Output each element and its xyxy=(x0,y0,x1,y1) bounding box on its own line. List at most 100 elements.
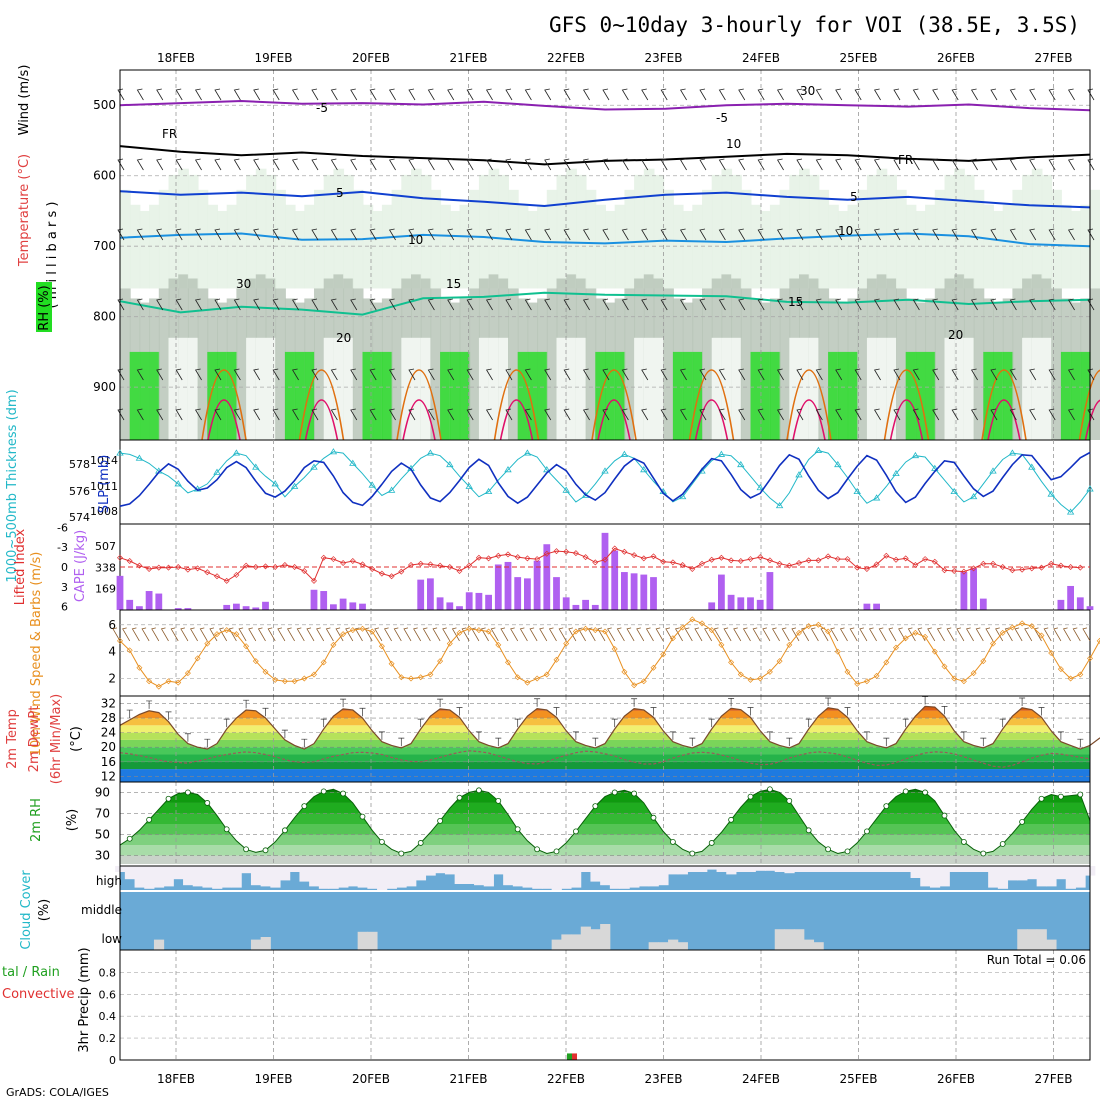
lifted-point xyxy=(1067,564,1074,570)
wind-speed-point xyxy=(243,643,250,650)
wind10m-axis-label: 10m Wind Speed & Barbs (m/s) xyxy=(29,552,44,757)
lifted-point xyxy=(165,564,172,571)
wind-barb xyxy=(408,298,416,311)
thickness-point xyxy=(911,451,920,459)
temp-band xyxy=(120,725,1090,733)
series-line-rh xyxy=(119,788,1091,855)
cloud-high-bar xyxy=(745,866,756,872)
surface-wind-barb xyxy=(558,627,567,642)
surface-wind-barb xyxy=(461,627,470,642)
wind-barb xyxy=(757,408,765,421)
cloud-high-bar xyxy=(144,866,155,889)
wind-speed-point xyxy=(669,635,676,642)
lifted-tick-label: 6 xyxy=(61,601,68,614)
lifted-point xyxy=(960,568,967,575)
lifted-point xyxy=(650,553,657,560)
wind-barb xyxy=(582,368,590,381)
temp-minmax-bar xyxy=(320,718,327,728)
wind-barb xyxy=(602,158,610,171)
cloud-low-bar xyxy=(571,934,582,950)
thickness-tick-label: 576 xyxy=(69,485,90,498)
wind-barb xyxy=(447,228,455,241)
wind-barb xyxy=(796,158,804,171)
thickness-tick-label: 578 xyxy=(69,458,90,471)
wind-barb xyxy=(505,368,513,381)
lifted-point xyxy=(495,552,502,559)
rh-shade-cell xyxy=(1041,337,1053,440)
cloud-high-bar xyxy=(881,866,892,872)
wind-barb xyxy=(854,228,862,241)
wind-barb xyxy=(893,228,901,241)
pressure-axis-label: ( m i l l i b a r s ) xyxy=(45,202,60,309)
rh-point xyxy=(650,814,657,821)
surface-wind-barb xyxy=(801,627,810,642)
wind-speed-point xyxy=(660,651,667,658)
wind-barb xyxy=(776,88,784,101)
wind-barb xyxy=(214,368,222,381)
wind-barb xyxy=(272,88,280,101)
surface-wind-barb xyxy=(859,627,868,642)
surface-wind-barb xyxy=(122,627,131,642)
lifted-point xyxy=(1077,564,1084,571)
cloud-low-bar xyxy=(561,934,572,950)
rh-shade-cell xyxy=(1002,351,1014,440)
cape-bar xyxy=(601,532,609,610)
lifted-point xyxy=(999,564,1006,570)
surface-temp-arches xyxy=(201,369,1100,441)
wind-barb xyxy=(117,368,125,381)
cape-bar xyxy=(116,575,124,610)
rh-shade-cell xyxy=(963,174,975,289)
cape-bar xyxy=(174,608,182,610)
cloud-high-bar xyxy=(832,866,844,872)
cloud-high-bar xyxy=(871,866,882,872)
wind-barb xyxy=(641,298,649,311)
temp-arch xyxy=(688,369,735,441)
thickness-point xyxy=(271,480,279,487)
lifted-point xyxy=(262,563,269,570)
wind-speed-point xyxy=(505,659,511,666)
wind-barb xyxy=(117,298,125,311)
surface-wind-barb xyxy=(286,627,295,642)
wind-barb xyxy=(873,228,881,241)
lifted-point xyxy=(718,554,725,561)
surface-wind-barb xyxy=(975,627,984,642)
rh-point xyxy=(689,850,696,857)
thickness-point xyxy=(232,449,241,456)
rh-band xyxy=(120,813,1090,824)
wind-barb xyxy=(854,408,862,421)
rh-shade-cell xyxy=(837,210,849,289)
wind-barb xyxy=(408,368,416,381)
temp-axis-label-1: 2m Temp xyxy=(5,709,20,769)
surface-wind-barb xyxy=(810,627,819,642)
wind-barb xyxy=(408,158,416,171)
rh-shade-cell xyxy=(740,189,752,289)
isotherm-label: -5 xyxy=(716,111,728,125)
rh-shade-cell xyxy=(284,351,296,440)
rh-shade-cell xyxy=(692,204,703,289)
rh-shade-cell xyxy=(925,204,936,289)
cloud-high-bar xyxy=(959,866,970,872)
rh-point xyxy=(883,803,890,810)
temp-minmax-bar xyxy=(572,731,579,740)
rh-shade-cell xyxy=(944,337,956,440)
rh-shade-cell xyxy=(876,337,888,440)
lifted-point xyxy=(388,573,395,580)
wind-barb xyxy=(369,368,377,381)
date-label-bottom: 27FEB xyxy=(1035,1072,1073,1086)
rh-shade-cell xyxy=(449,351,461,440)
rh-point xyxy=(281,827,288,834)
lifted-point xyxy=(281,562,288,569)
rh-shade-cell xyxy=(1031,168,1043,289)
isotherm-label: 20 xyxy=(336,331,351,345)
wind-barb xyxy=(951,228,959,241)
rh-point xyxy=(961,838,967,845)
wind-barb xyxy=(350,368,358,381)
surface-wind-barb xyxy=(199,627,208,642)
thickness-point xyxy=(174,480,182,487)
cape-bar xyxy=(650,577,657,610)
rh-shade-cell xyxy=(672,351,684,440)
rh-point xyxy=(922,789,928,796)
rh-shade-cell xyxy=(236,189,248,289)
rh-shade-cell xyxy=(556,174,568,289)
temp-minmax-bar xyxy=(223,718,230,728)
